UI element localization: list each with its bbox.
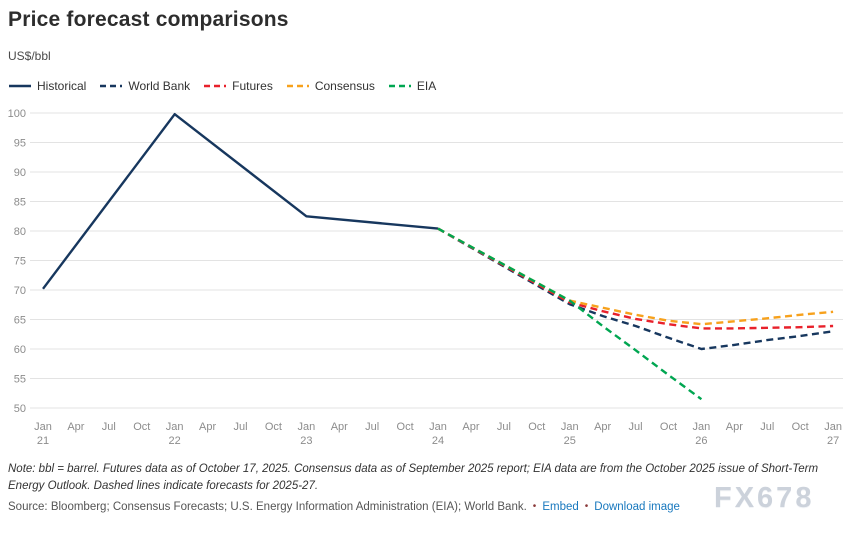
chart-title: Price forecast comparisons <box>8 8 289 31</box>
y-tick-label: 95 <box>14 138 26 150</box>
series-line-futures <box>437 227 834 330</box>
x-tick-label: Jul <box>365 421 379 433</box>
x-tick-year-label: 23 <box>300 435 312 447</box>
x-tick-year-label: 21 <box>37 435 49 447</box>
x-tick-year-label: 24 <box>432 435 444 447</box>
x-tick-year-label: 27 <box>827 435 839 447</box>
x-tick-label: Oct <box>397 421 414 433</box>
x-tick-label: Jul <box>233 421 247 433</box>
x-tick-year-label: 25 <box>564 435 576 447</box>
legend-label: Futures <box>232 79 273 93</box>
y-tick-label: 65 <box>14 315 26 327</box>
x-tick-label: Apr <box>67 421 84 433</box>
x-tick-label: Apr <box>199 421 216 433</box>
x-tick-label: Oct <box>660 421 677 433</box>
x-tick-label: Oct <box>528 421 545 433</box>
embed-link[interactable]: Embed <box>542 501 579 513</box>
y-tick-label: 80 <box>14 226 26 238</box>
legend-swatch-historical-icon <box>9 84 31 88</box>
y-tick-label: 70 <box>14 285 26 297</box>
series-line-historical <box>42 112 439 290</box>
legend-label: EIA <box>416 79 437 93</box>
x-tick-label: Apr <box>462 421 479 433</box>
x-tick-label: Jan <box>824 421 842 433</box>
y-tick-label: 85 <box>14 197 26 209</box>
y-tick-label: 60 <box>14 344 26 356</box>
legend-swatch-world-bank-icon <box>100 84 123 88</box>
bullet-icon: • <box>532 501 537 512</box>
x-tick-label: Apr <box>331 421 348 433</box>
price-forecast-chart: 100 95 90 85 80 75 70 65 60 55 50 Jan 21 Apr Jul Oct Jan… <box>8 108 843 447</box>
series-line-world-bank <box>437 227 834 351</box>
x-tick-label: Apr <box>726 421 743 433</box>
x-tick-label: Oct <box>792 421 809 433</box>
legend-swatch-eia-icon <box>388 84 411 88</box>
legend-swatch-consensus-icon <box>286 84 309 88</box>
legend-item-futures: Futures <box>203 79 273 93</box>
bullet-icon: • <box>584 501 589 512</box>
legend-item-consensus: Consensus <box>286 79 375 93</box>
y-tick-label: 100 <box>8 108 26 120</box>
y-tick-label: 55 <box>14 374 26 386</box>
x-tick-label: Jul <box>497 421 511 433</box>
y-axis-unit-label: US$/bbl <box>8 49 51 63</box>
x-tick-label: Apr <box>594 421 611 433</box>
y-tick-label: 75 <box>14 256 26 268</box>
legend-swatch-futures-icon <box>204 84 227 88</box>
x-tick-label: Jul <box>629 421 643 433</box>
x-tick-year-label: 22 <box>169 435 181 447</box>
legend-item-eia: EIA <box>388 79 436 93</box>
x-tick-label: Jan <box>561 421 579 433</box>
legend-item-historical: Historical <box>8 79 86 93</box>
chart-note: Note: bbl = barrel. Futures data as of O… <box>8 463 819 492</box>
x-tick-label: Jul <box>760 421 774 433</box>
x-tick-label: Jan <box>297 421 315 433</box>
fx678-watermark: FX678 <box>714 482 815 514</box>
x-tick-label: Oct <box>133 421 150 433</box>
download-image-link[interactable]: Download image <box>594 501 680 513</box>
x-tick-label: Oct <box>265 421 282 433</box>
chart-source: Source: Bloomberg; Consensus Forecasts; … <box>8 501 527 513</box>
y-tick-label: 90 <box>14 167 26 179</box>
x-tick-label: Jan <box>166 421 184 433</box>
series-line-consensus <box>437 227 834 326</box>
legend-label: Historical <box>37 79 87 93</box>
x-tick-label: Jan <box>34 421 52 433</box>
series-line-eia <box>437 227 703 401</box>
x-tick-label: Jul <box>102 421 116 433</box>
x-tick-label: Jan <box>429 421 447 433</box>
y-tick-label: 50 <box>14 403 26 415</box>
legend: Historical World Bank Futures Consensus EIA <box>8 79 436 93</box>
source-row: Source: Bloomberg; Consensus Forecasts; … <box>8 501 680 513</box>
x-tick-label: Jan <box>693 421 711 433</box>
legend-label: Consensus <box>314 79 375 93</box>
legend-label: World Bank <box>128 79 191 93</box>
legend-item-world-bank: World Bank <box>99 79 190 93</box>
x-tick-year-label: 26 <box>695 435 707 447</box>
